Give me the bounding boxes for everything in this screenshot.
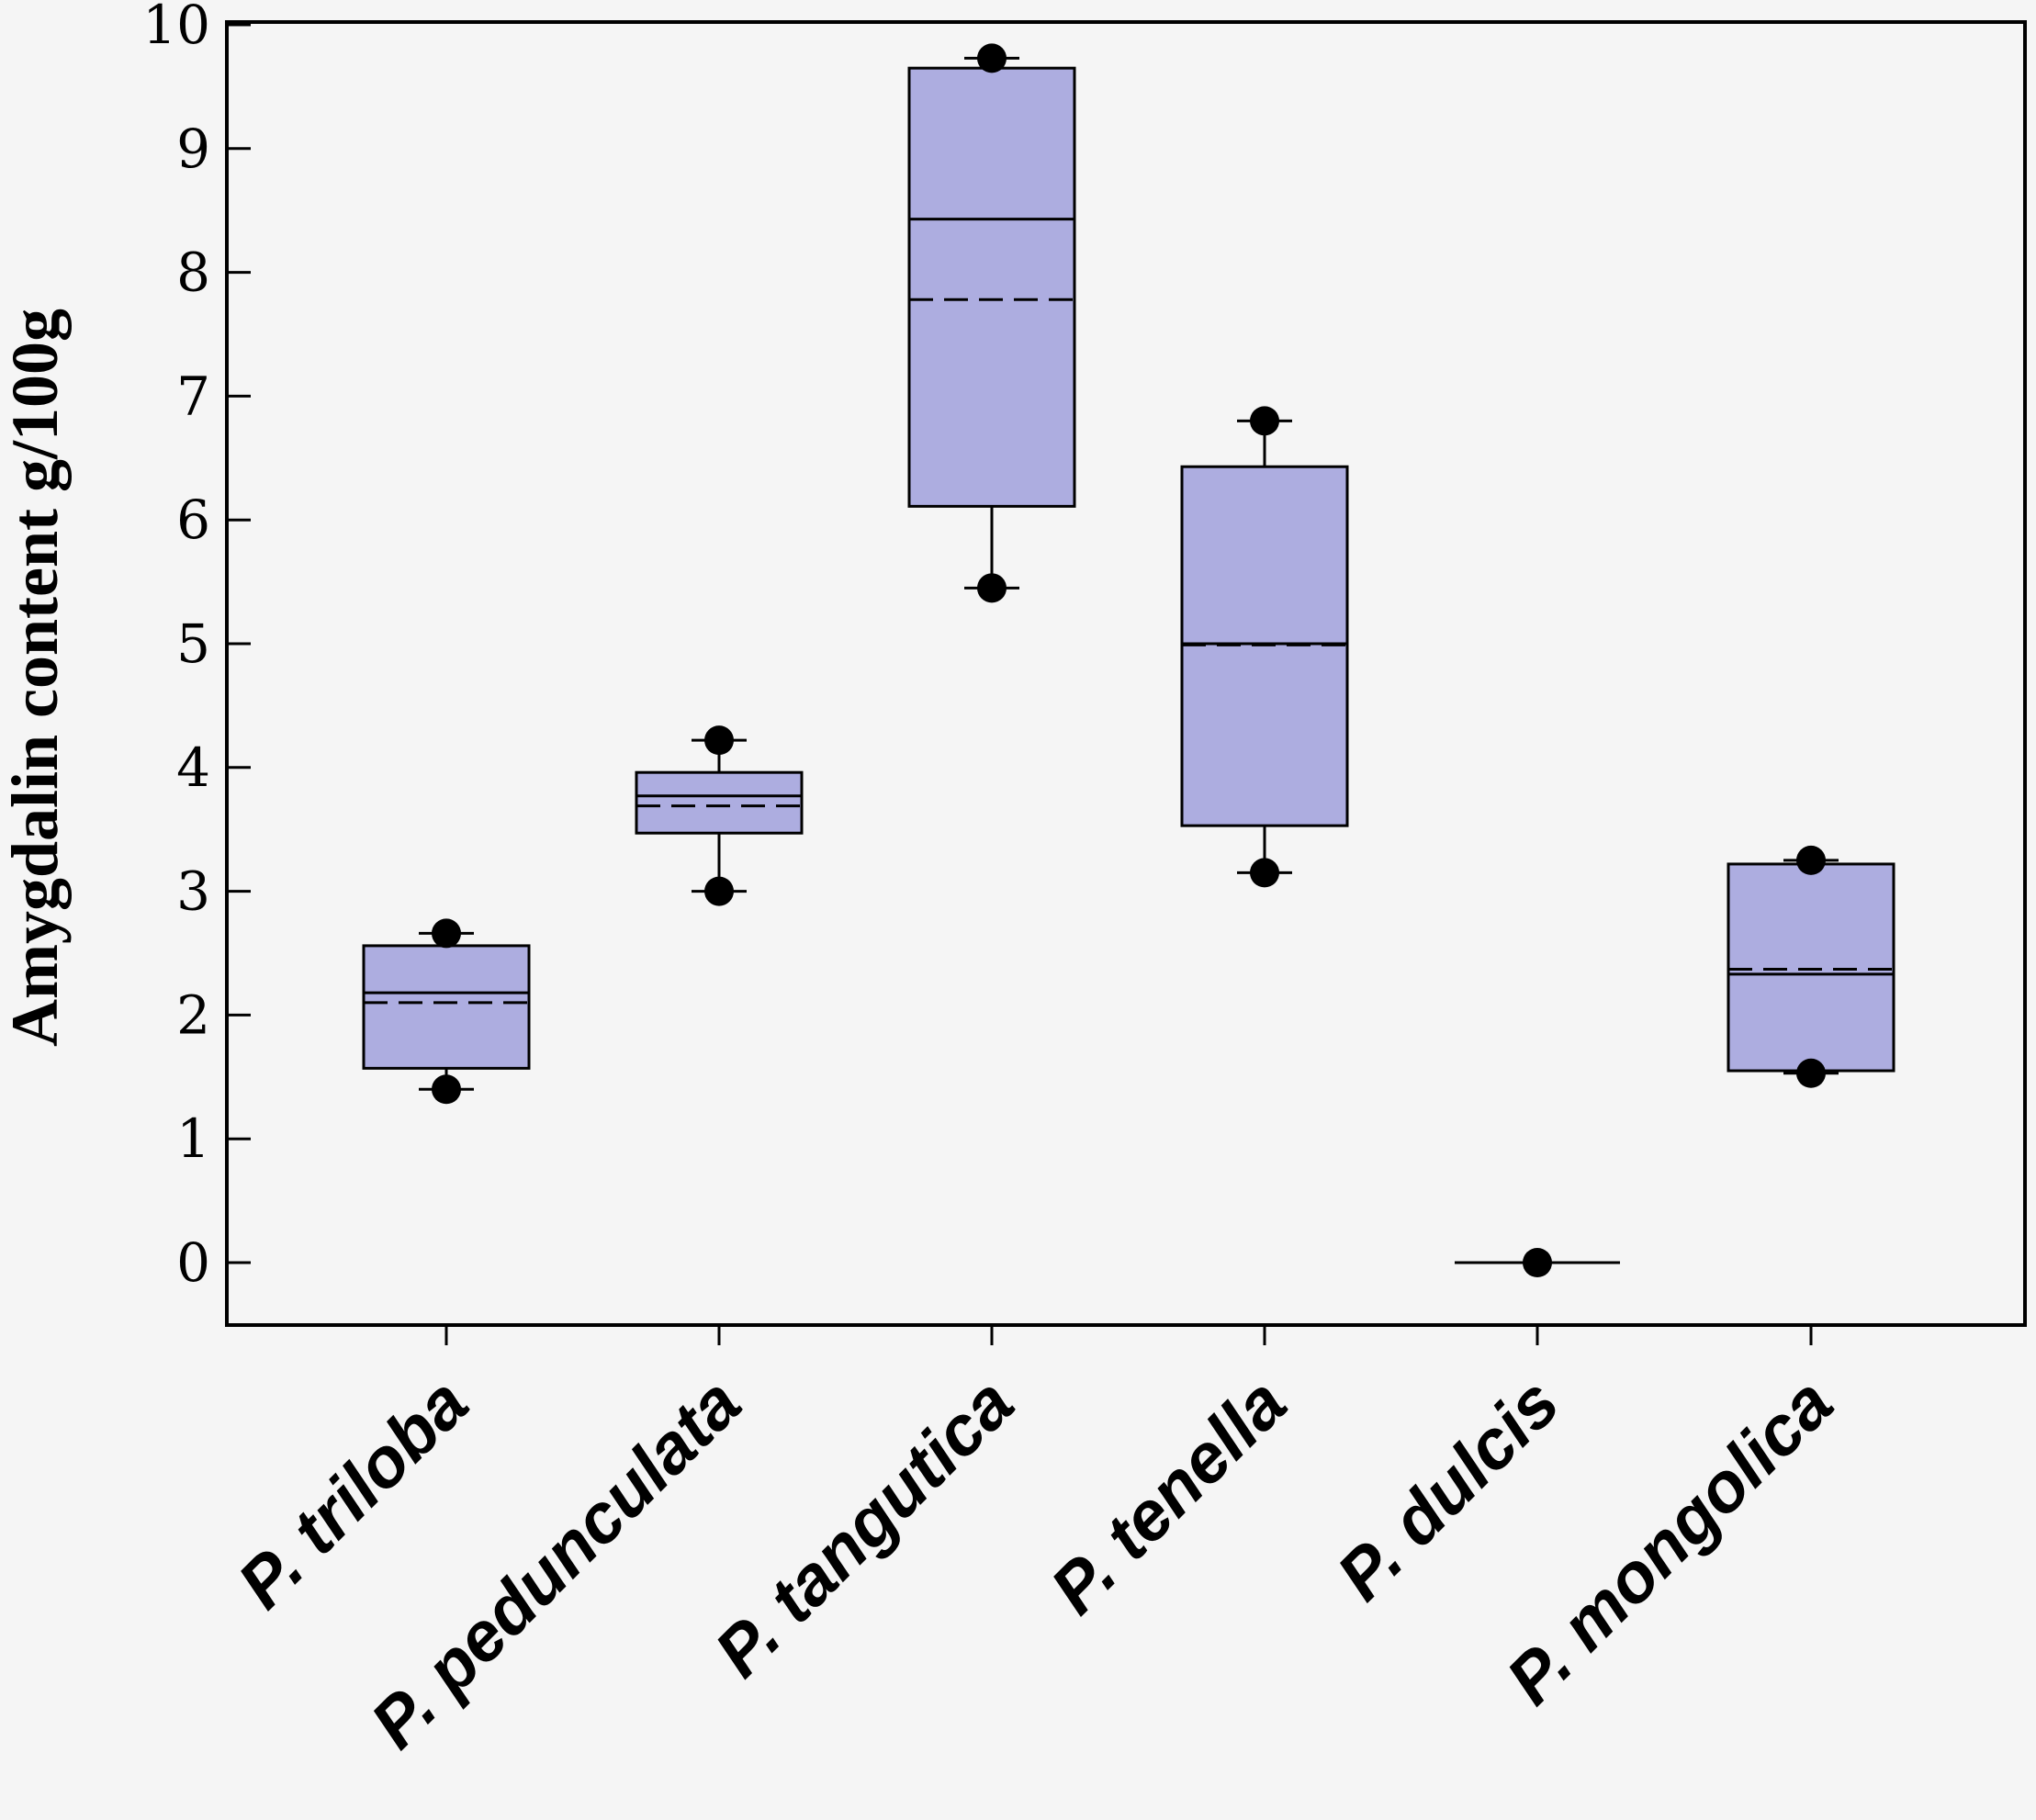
outlier-point: [1796, 1058, 1826, 1088]
y-axis: 0 1 2 3 4 5 6 7 8 9 10: [142, 0, 251, 1294]
y-tick-label: 9: [176, 118, 210, 180]
boxes: [362, 43, 1895, 1277]
box-group: [1727, 845, 1895, 1088]
outlier-point: [1796, 845, 1826, 875]
y-tick-label: 3: [176, 860, 210, 923]
box-iqr: [907, 66, 1076, 508]
outlier-point: [1250, 406, 1279, 436]
y-tick-label: 1: [176, 1107, 210, 1170]
y-tick-label: 4: [176, 736, 210, 799]
y-tick-label: 5: [176, 612, 210, 675]
outlier-point: [977, 43, 1007, 73]
box-group: [907, 43, 1076, 603]
y-tick-label: 10: [142, 0, 210, 56]
y-tick-label: 2: [176, 983, 210, 1046]
outlier-point: [1250, 858, 1279, 888]
box-group: [635, 725, 804, 906]
outlier-point: [704, 725, 734, 756]
outlier-point: [977, 573, 1007, 603]
y-tick-label: 0: [176, 1231, 210, 1294]
box-group: [1455, 1248, 1620, 1277]
box-group: [1180, 406, 1349, 888]
outlier-point: [432, 918, 461, 949]
y-tick-label: 8: [176, 242, 210, 304]
y-tick-label: 6: [176, 489, 210, 551]
outlier-point: [704, 876, 734, 906]
box-group: [362, 918, 531, 1105]
plot-frame: [225, 20, 2027, 1327]
box-iqr: [362, 944, 531, 1070]
y-tick-label: 7: [176, 365, 210, 427]
y-axis-label: Amygdalin content g/100g: [0, 309, 72, 1047]
box-iqr: [1727, 862, 1895, 1073]
box-iqr: [635, 770, 804, 835]
outlier-point: [1523, 1248, 1552, 1277]
outlier-point: [432, 1074, 461, 1105]
